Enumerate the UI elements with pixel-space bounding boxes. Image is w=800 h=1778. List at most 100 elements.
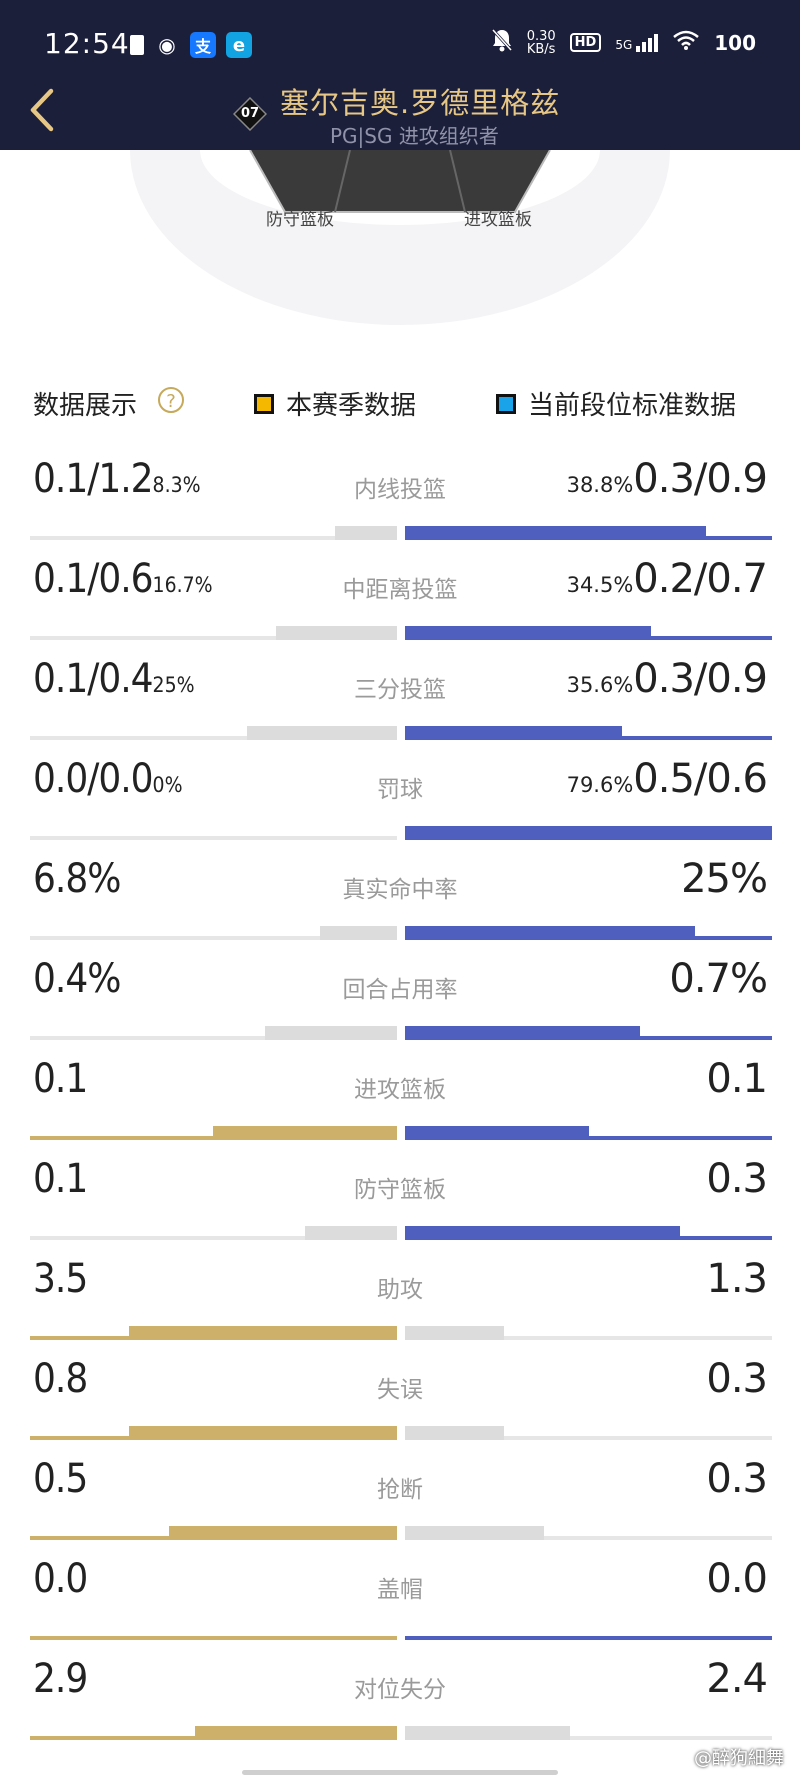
stat-row: 0.1/0.425% 三分投篮 35.6%0.3/0.9 — [0, 650, 800, 750]
season-value: 0.8 — [33, 1356, 88, 1402]
jersey-badge: 07 — [232, 96, 268, 132]
season-bar-track — [30, 736, 397, 740]
standard-value: 0.3 — [706, 1456, 768, 1502]
standard-pct: 38.8% — [566, 473, 634, 497]
season-value-text: 0.1/1.2 — [33, 456, 154, 502]
home-indicator[interactable] — [242, 1770, 558, 1775]
standard-bar-fill — [405, 1726, 570, 1740]
season-value-text: 0.1/0.6 — [33, 556, 154, 602]
stat-label: 助攻 — [377, 1277, 423, 1303]
sim-icon — [130, 35, 144, 55]
legend: 数据展示 ? 本赛季数据 当前段位标准数据 — [0, 375, 800, 425]
legend-title: 数据展示 — [33, 391, 138, 421]
season-pct: 16.7% — [152, 573, 213, 597]
legend-standard: 当前段位标准数据 — [496, 385, 736, 422]
standard-value: 38.8%0.3/0.9 — [566, 456, 768, 502]
standard-value: 79.6%0.5/0.6 — [566, 756, 768, 802]
season-value-text: 0.5 — [33, 1456, 88, 1502]
standard-value-text: 2.4 — [706, 1656, 768, 1702]
season-bar-fill — [129, 1326, 397, 1340]
season-value-text: 6.8% — [33, 856, 121, 902]
stat-label: 进攻篮板 — [354, 1077, 446, 1103]
season-pct: 25% — [152, 673, 195, 697]
season-bar-track — [30, 1236, 397, 1240]
season-bar-fill — [195, 1726, 397, 1740]
standard-value: 34.5%0.2/0.7 — [567, 556, 768, 602]
season-value-text: 2.9 — [33, 1656, 88, 1702]
season-bar-fill — [265, 1026, 397, 1040]
help-icon[interactable]: ? — [158, 387, 184, 413]
standard-value: 2.4 — [706, 1656, 768, 1702]
back-button[interactable] — [22, 85, 62, 135]
standard-value-text: 0.7% — [669, 956, 768, 1002]
season-value-text: 0.1 — [33, 1056, 88, 1102]
stat-label: 抢断 — [377, 1477, 423, 1503]
signal-icon: 5G — [615, 33, 659, 52]
season-bar-track — [30, 836, 397, 840]
season-value: 0.1 — [33, 1056, 88, 1102]
legend-standard-label: 当前段位标准数据 — [528, 391, 737, 421]
season-bar-fill — [305, 1226, 397, 1240]
radar-label-off-rebound: 进攻篮板 — [464, 210, 532, 230]
stat-label: 对位失分 — [354, 1677, 446, 1703]
standard-value-text: 0.3 — [706, 1456, 768, 1502]
standard-bar-fill — [405, 1026, 640, 1040]
season-bar-fill — [320, 926, 397, 940]
standard-swatch — [496, 393, 516, 414]
jersey-number: 07 — [240, 106, 260, 121]
stat-label: 罚球 — [377, 777, 423, 803]
standard-pct: 79.6% — [566, 773, 634, 797]
stat-row: 2.9 对位失分 2.4 — [0, 1650, 800, 1750]
radar-background — [130, 0, 670, 325]
standard-value: 0.1 — [706, 1056, 768, 1102]
legend-season: 本赛季数据 — [254, 385, 416, 422]
season-value: 6.8% — [33, 856, 121, 902]
stat-row: 6.8% 真实命中率 25% — [0, 850, 800, 950]
season-value: 0.4% — [33, 956, 121, 1002]
standard-value-text: 0.5/0.6 — [633, 756, 768, 802]
season-swatch — [254, 393, 274, 414]
standard-value: 0.7% — [669, 956, 768, 1002]
stat-row: 3.5 助攻 1.3 — [0, 1250, 800, 1350]
stat-row: 0.1/1.28.3% 内线投篮 38.8%0.3/0.9 — [0, 450, 800, 550]
standard-value: 0.3 — [706, 1356, 768, 1402]
season-bar-fill — [276, 626, 397, 640]
standard-bar-fill — [405, 1426, 504, 1440]
standard-bar-track — [405, 1336, 772, 1340]
status-bar: 12:54 ◉ 支 e 0.30 KB/s HD 5G 100 — [0, 18, 800, 72]
season-value-text: 0.4% — [33, 956, 121, 1002]
radar-label-def-rebound: 防守篮板 — [266, 210, 334, 230]
season-value: 2.9 — [33, 1656, 88, 1702]
wifi-icon — [672, 30, 700, 55]
stat-row: 0.0/0.00% 罚球 79.6%0.5/0.6 — [0, 750, 800, 850]
season-bar-fill — [213, 1126, 397, 1140]
season-value-text: 3.5 — [33, 1256, 88, 1302]
season-value: 0.0/0.00% — [33, 756, 183, 802]
standard-value-text: 0.3 — [706, 1356, 768, 1402]
season-bar-track — [30, 636, 397, 640]
season-value: 0.0 — [33, 1556, 88, 1602]
hd-badge: HD — [569, 33, 602, 52]
stat-label: 中距离投篮 — [342, 577, 458, 603]
browser-icon: e — [226, 32, 252, 58]
standard-value-text: 0.3/0.9 — [633, 456, 768, 502]
stat-row: 0.0 盖帽 0.0 — [0, 1550, 800, 1650]
season-bar-fill — [129, 1426, 397, 1440]
season-bar-fill — [335, 526, 397, 540]
season-value: 0.1/0.616.7% — [33, 556, 213, 602]
standard-value-text: 25% — [681, 856, 768, 902]
standard-value-text: 0.2/0.7 — [633, 556, 768, 602]
stat-row: 0.1 防守篮板 0.3 — [0, 1150, 800, 1250]
alipay-icon: 支 — [190, 32, 216, 58]
signal-label: 5G — [615, 37, 633, 52]
season-value: 0.1/0.425% — [33, 656, 195, 702]
stat-label: 盖帽 — [377, 1577, 423, 1603]
standard-value: 1.3 — [706, 1256, 768, 1302]
standard-bar-fill — [405, 526, 706, 540]
standard-value: 35.6%0.3/0.9 — [567, 656, 768, 702]
season-bar-track — [30, 1036, 397, 1040]
season-value: 3.5 — [33, 1256, 88, 1302]
season-value-text: 0.0 — [33, 1556, 88, 1602]
radar-chart: 防守篮板 进攻篮板 — [0, 0, 800, 330]
battery-level: 100 — [714, 30, 756, 55]
